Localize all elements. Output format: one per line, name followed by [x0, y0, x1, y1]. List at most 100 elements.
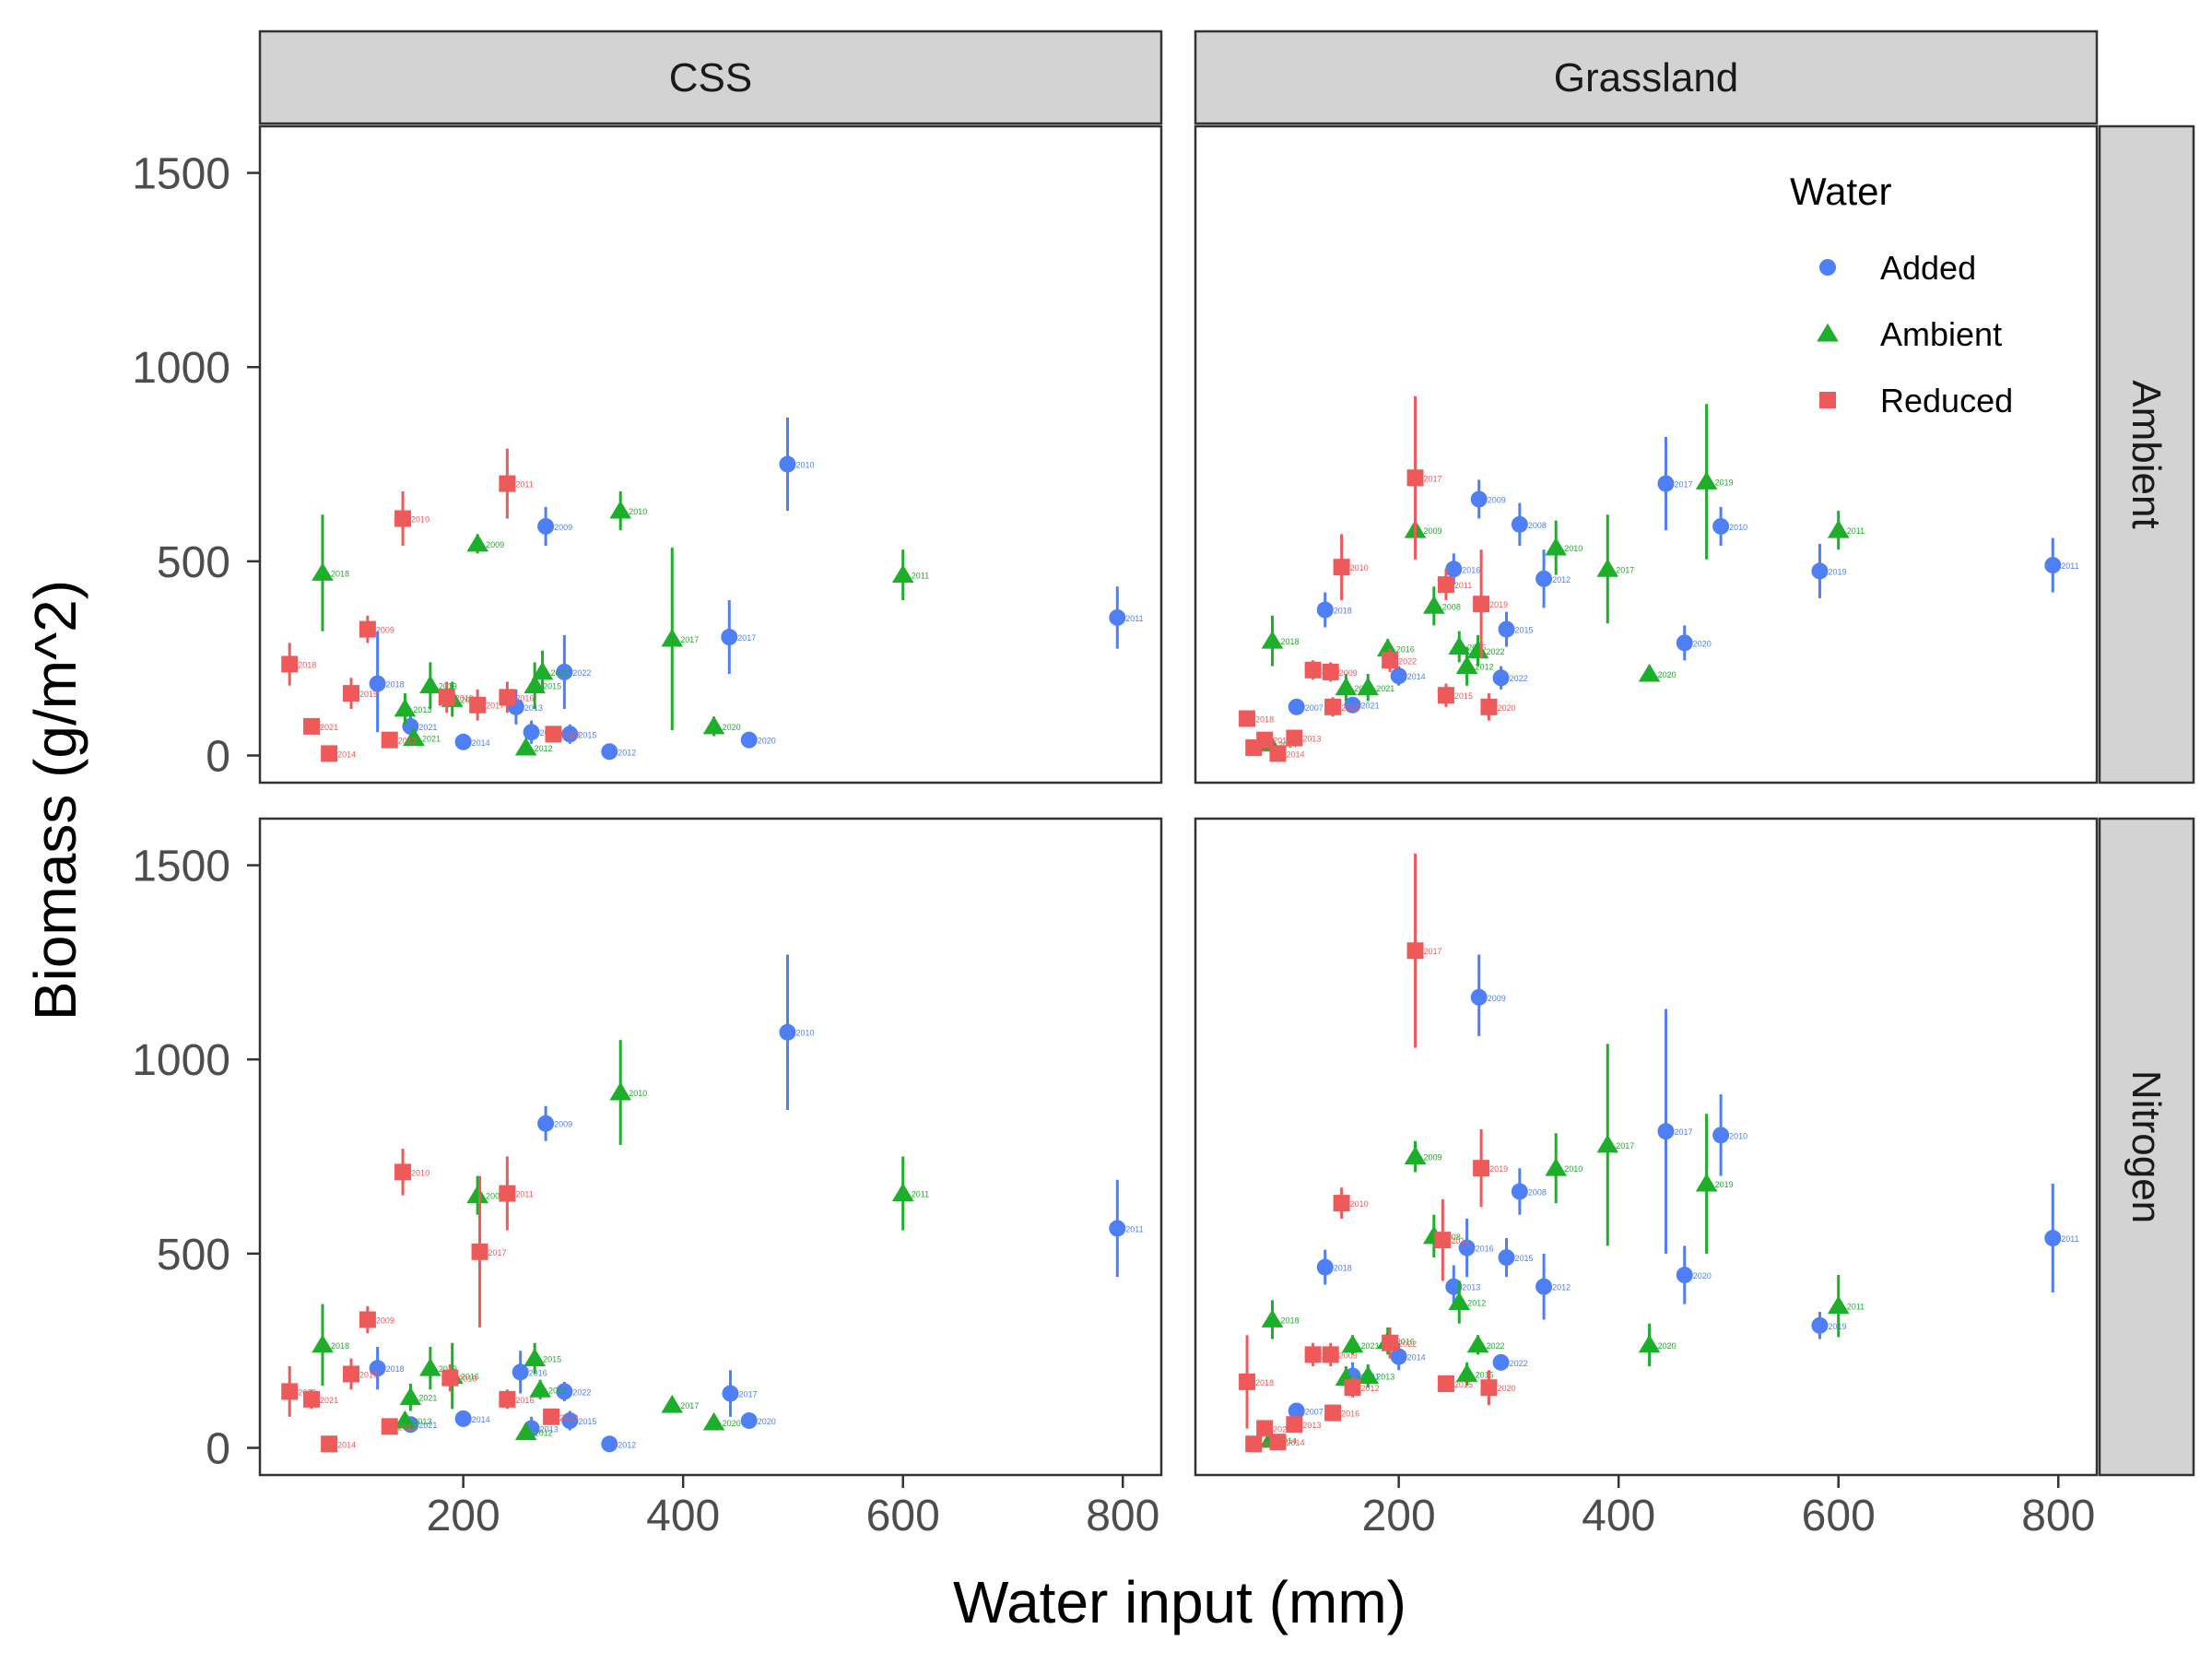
point-label: 2008 [1442, 1233, 1461, 1242]
point-label: 2019 [1828, 567, 1846, 576]
point-label: 2011 [515, 480, 533, 490]
point-label: 2009 [376, 1316, 394, 1325]
point-label: 2018 [331, 1341, 349, 1351]
point-label: 2010 [1564, 544, 1583, 553]
data-point-added [1458, 1239, 1476, 1257]
point-label: 2010 [795, 461, 814, 470]
data-point-added [1344, 696, 1361, 714]
data-point-added [1109, 1220, 1126, 1237]
y-tick-label: 0 [206, 1425, 230, 1474]
data-point-reduced [1480, 1379, 1498, 1397]
data-point-ambient [1448, 636, 1471, 655]
point-label: 2011 [912, 572, 929, 581]
point-label: 2017 [680, 635, 699, 644]
point-label: 2022 [551, 668, 570, 678]
point-label: 2018 [1280, 637, 1299, 646]
data-point-reduced [1473, 1160, 1490, 1177]
data-point-reduced [438, 689, 455, 706]
data-point-ambient [1695, 471, 1718, 490]
point-label: 2021 [1376, 684, 1394, 693]
point-label: 2015 [578, 730, 596, 739]
y-tick-label: 0 [206, 733, 230, 782]
data-point-added [1445, 561, 1463, 578]
data-point-added [1288, 1402, 1305, 1420]
data-point-added [1712, 517, 1730, 535]
data-point-ambient [1422, 596, 1445, 614]
point-label: 2018 [1255, 1378, 1274, 1387]
point-label: 2017 [1616, 1141, 1634, 1151]
point-label: 2022 [1510, 674, 1528, 683]
y-tick-label: 1500 [132, 150, 230, 199]
point-label: 2017 [486, 702, 504, 711]
point-label: 2010 [1350, 563, 1369, 572]
data-point-reduced [303, 1390, 321, 1408]
point-label: 2010 [1564, 1164, 1583, 1174]
data-point-ambient [466, 533, 488, 552]
point-label: 2011 [1125, 1224, 1143, 1233]
point-label: 2017 [1674, 480, 1692, 490]
data-point-added [601, 743, 618, 761]
data-point-ambient [1404, 1146, 1427, 1164]
data-point-added [2044, 1230, 2062, 1247]
data-point-ambient [1455, 1363, 1478, 1382]
point-label: 2014 [472, 738, 490, 748]
point-label: 2017 [1616, 565, 1634, 574]
point-label: 2014 [472, 1415, 490, 1424]
data-point-added [740, 1412, 758, 1430]
point-label: 2016 [529, 1368, 547, 1377]
point-label: 2015 [1515, 1254, 1534, 1263]
data-point-ambient [419, 675, 441, 694]
data-point-ambient [524, 675, 546, 694]
point-label: 2020 [1497, 703, 1515, 713]
data-point-reduced [381, 731, 398, 749]
data-point-reduced [1324, 698, 1342, 715]
point-label: 2007 [1305, 1407, 1324, 1416]
data-point-added [721, 629, 738, 646]
point-label: 2014 [1278, 1436, 1297, 1446]
point-label: 2010 [1729, 523, 1747, 532]
point-label: 2020 [723, 723, 741, 732]
point-label: 2022 [1487, 647, 1505, 656]
point-label: 2013 [413, 705, 431, 714]
legend-label-added: Added [1880, 249, 1976, 287]
point-label: 2011 [2061, 561, 2078, 571]
point-label: 2016 [1273, 737, 1291, 746]
point-label: 2016 [515, 693, 534, 702]
point-label: 2012 [1552, 575, 1571, 584]
point-label: 2021 [1361, 1341, 1380, 1351]
data-point-added [1470, 490, 1488, 508]
point-label: 2013 [540, 1424, 559, 1434]
data-point-ambient [1545, 1157, 1568, 1176]
legend-label-ambient: Ambient [1880, 315, 2002, 353]
point-label: 2013 [1302, 1421, 1321, 1430]
data-point-added [561, 726, 579, 743]
data-point-reduced [321, 1435, 338, 1453]
data-point-ambient [1261, 1309, 1284, 1328]
point-label: 2017 [737, 633, 756, 643]
point-label: 2014 [1407, 672, 1426, 681]
data-point-added [601, 1435, 618, 1453]
data-point-added [779, 1023, 796, 1041]
x-tick-label: 800 [1086, 1492, 1159, 1540]
point-label: 2017 [680, 1401, 699, 1410]
y-tick-label: 1000 [132, 1036, 230, 1085]
y-tick-label: 1500 [132, 843, 230, 891]
data-point-ambient [394, 1410, 417, 1429]
data-point-added [1492, 669, 1510, 687]
point-label: 2022 [1398, 656, 1417, 666]
data-point-added [537, 517, 555, 535]
point-label: 2016 [461, 1373, 479, 1382]
data-point-ambient [891, 564, 914, 584]
data-point-reduced [1286, 729, 1303, 747]
data-point-added [1498, 620, 1515, 638]
legend-key-ambient [1817, 323, 1839, 342]
point-label: 2009 [1424, 1153, 1442, 1162]
data-point-ambient [891, 1183, 914, 1201]
point-label: 2021 [1361, 702, 1380, 711]
data-point-reduced [1382, 652, 1399, 669]
data-point-reduced [1473, 596, 1490, 613]
data-point-ambient [1261, 630, 1284, 649]
x-tick-label: 800 [2021, 1492, 2095, 1540]
point-label: 2020 [1693, 1271, 1712, 1280]
facet-strip-nitrogen [2098, 817, 2195, 1477]
